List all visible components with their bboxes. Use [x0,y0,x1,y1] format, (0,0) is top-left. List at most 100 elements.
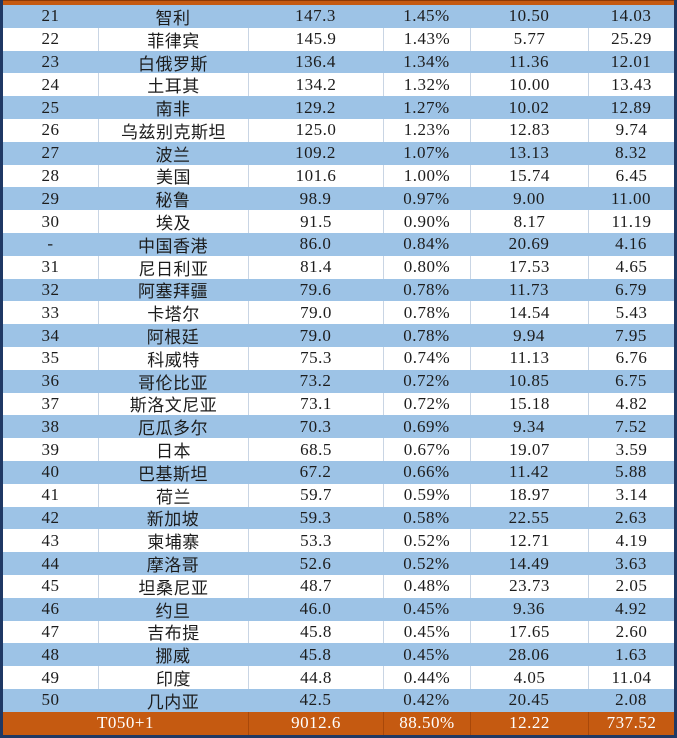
col5-cell: 13.13 [508,143,550,163]
col5-cell: 22.55 [508,507,550,527]
rank-cell: 37 [41,393,60,413]
country-cell: 阿根廷 [146,328,200,347]
col6-cell: 3.59 [588,438,674,461]
col6-cell: 4.19 [588,529,674,553]
country-cell: 美国 [98,164,248,188]
table-row: 29 秘鲁 98.9 0.97% 9.00 11.00 [3,187,674,211]
table-row: 34 阿根廷 79.0 0.78% 9.94 7.95 [3,324,674,347]
col6-cell: 5.43 [588,301,674,325]
total-col6: 737.52 [588,711,674,735]
rank-cell: 41 [41,485,60,505]
percent-cell: 1.07% [403,143,450,163]
percent-cell: 0.67% [383,438,470,461]
value-cell: 59.3 [299,507,332,527]
country-cell: 南非 [155,100,191,119]
rank-cell: 39 [41,439,60,459]
value-cell: 48.7 [248,574,383,598]
table-row: 22 菲律宾 145.9 1.43% 5.77 25.29 [3,27,674,51]
value-cell: 86.0 [299,234,332,254]
table-row: 26 乌兹别克斯坦 125.0 1.23% 12.83 9.74 [3,118,674,142]
table-row: 48 挪威 45.8 0.45% 28.06 1.63 [3,643,674,667]
col5-cell: 11.13 [470,346,588,370]
country-cell: 厄瓜多尔 [138,419,208,439]
table-row: 43 柬埔寨 53.3 0.52% 12.71 4.19 [3,529,674,553]
col5-cell: 15.18 [470,392,588,416]
col5-cell: 11.73 [508,279,550,299]
rank-cell: 36 [41,371,60,391]
value-cell: 91.5 [248,210,383,233]
col5-cell: 19.07 [470,438,588,461]
country-cell: 柬埔寨 [98,529,248,553]
col5-cell: 11.36 [508,51,550,71]
table-row: 38 厄瓜多尔 70.3 0.69% 9.34 7.52 [3,415,674,439]
col6-cell: 2.08 [615,690,647,710]
total-row: T050+1 9012.6 88.50% 12.22 737.52 [3,711,674,735]
col6-cell: 11.19 [588,210,674,233]
rank-cell: 42 [41,507,60,527]
table-row: 39 日本 68.5 0.67% 19.07 3.59 [3,438,674,461]
country-cell: 哥伦比亚 [138,373,208,393]
col5-cell: 12.71 [470,529,588,553]
value-cell: 136.4 [295,51,336,71]
value-cell: 52.6 [299,553,332,573]
bottom-border [3,735,674,738]
col6-cell: 2.60 [588,620,674,644]
col6-cell: 2.05 [588,574,674,598]
percent-cell: 0.59% [383,483,470,507]
percent-cell: 1.27% [403,97,450,117]
percent-cell: 0.97% [403,188,450,208]
col6-cell: 3.14 [588,483,674,507]
value-cell: 45.8 [299,644,332,664]
col5-cell: 8.17 [470,210,588,233]
rank-cell: 27 [41,143,60,163]
country-cell: 吉布提 [98,620,248,644]
table-row: 49 印度 44.8 0.44% 4.05 11.04 [3,666,674,689]
col6-cell: 25.29 [588,27,674,51]
country-cell: 中国香港 [138,236,208,256]
value-cell: 109.2 [295,143,336,163]
table-row: 28 美国 101.6 1.00% 15.74 6.45 [3,164,674,188]
rank-cell: 45 [41,576,60,596]
percent-cell: 0.66% [403,462,450,482]
percent-cell: 0.84% [403,234,450,254]
col6-cell: 2.63 [615,507,647,527]
col6-cell: 6.76 [588,346,674,370]
col6-cell: 9.74 [588,118,674,142]
col5-cell: 10.02 [508,97,550,117]
percent-cell: 1.23% [383,118,470,142]
value-cell: 79.0 [248,301,383,325]
value-cell: 147.3 [295,6,336,26]
col5-cell: 15.74 [470,164,588,188]
col5-cell: 14.54 [470,301,588,325]
value-cell: 70.3 [299,416,332,436]
percent-cell: 0.78% [383,301,470,325]
rank-cell: 32 [41,279,60,299]
table-row: 21 智利 147.3 1.45% 10.50 14.03 [3,5,674,28]
percent-cell: 1.34% [403,51,450,71]
col5-cell: 20.45 [508,690,550,710]
rank-cell: 49 [41,667,60,687]
table-row: 46 约旦 46.0 0.45% 9.36 4.92 [3,597,674,621]
country-cell: 波兰 [155,145,191,165]
value-cell: 125.0 [248,118,383,142]
country-cell: 埃及 [98,210,248,233]
col5-cell: 5.77 [470,27,588,51]
country-cell: 白俄罗斯 [138,54,208,74]
percent-cell: 0.45% [383,620,470,644]
table-row: 40 巴基斯坦 67.2 0.66% 11.42 5.88 [3,460,674,484]
value-cell: 46.0 [299,599,332,619]
table-row: 30 埃及 91.5 0.90% 8.17 11.19 [3,210,674,233]
table-row: 24 土耳其 134.2 1.32% 10.00 13.43 [3,73,674,97]
col5-cell: 20.69 [508,234,550,254]
rank-cell: 22 [41,29,60,49]
value-cell: 73.1 [248,392,383,416]
col5-cell: 10.50 [508,6,550,26]
col5-cell: 10.85 [508,371,550,391]
col6-cell: 13.43 [588,73,674,97]
col5-cell: 28.06 [508,644,550,664]
col6-cell: 7.52 [615,416,647,436]
col5-cell: 17.53 [470,255,588,279]
rank-cell: 46 [41,599,60,619]
country-cell: 秘鲁 [155,191,191,211]
